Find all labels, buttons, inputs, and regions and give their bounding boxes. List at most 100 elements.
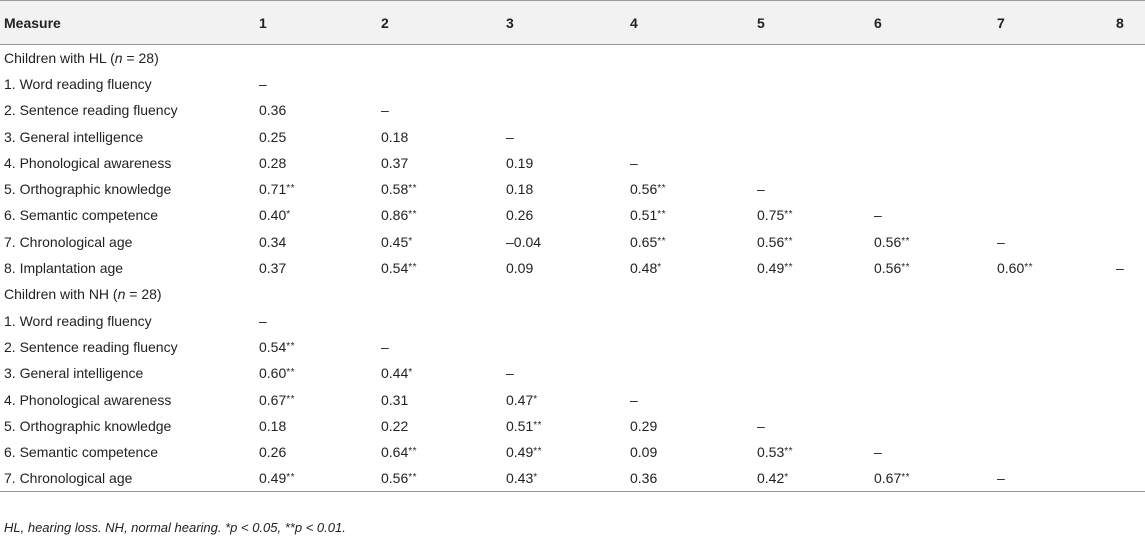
table-cell <box>630 71 757 97</box>
table-cell <box>1116 307 1145 333</box>
table-cell: 0.18 <box>506 181 534 198</box>
table-cell <box>1116 413 1145 439</box>
table-cell <box>874 334 997 360</box>
header-measure: Measure <box>0 0 259 45</box>
table-cell: 0.37 <box>381 154 409 171</box>
table-cell <box>757 123 874 149</box>
table-cell: 0.65** <box>630 233 667 250</box>
table-cell: – <box>630 154 638 171</box>
row-label: 4. Phonological awareness <box>4 154 172 171</box>
table-cell: 0.36 <box>259 102 287 119</box>
table-cell <box>630 360 757 386</box>
header-row: Measure 1 2 3 4 5 6 7 8 <box>0 0 1145 45</box>
table-cell: 0.49** <box>259 465 381 493</box>
table-cell <box>630 307 757 333</box>
row-label: 8. Implantation age <box>4 260 124 277</box>
table-row: Children with HL (n = 28) <box>0 45 1145 71</box>
table-cell <box>997 123 1116 149</box>
table-cell <box>381 307 506 333</box>
table-cell <box>757 45 874 71</box>
table-cell <box>997 334 1116 360</box>
table-cell <box>506 281 630 307</box>
table-cell: 0.34 <box>259 233 287 250</box>
table-cell <box>874 281 997 307</box>
table-row: 2. Sentence reading fluency 0.36 – <box>0 97 1145 123</box>
table-footnote: HL, hearing loss. NH, normal hearing. *p… <box>4 520 346 535</box>
table-cell: – <box>506 365 514 382</box>
row-label: 7. Chronological age <box>0 465 259 493</box>
table-cell <box>874 150 997 176</box>
table-row: 1. Word reading fluency – <box>0 307 1145 333</box>
header-col-2: 2 <box>381 0 506 45</box>
table-cell <box>997 386 1116 412</box>
table-cell: 0.26 <box>259 444 287 461</box>
table-cell <box>757 97 874 123</box>
table-cell: – <box>997 233 1005 250</box>
table-cell <box>757 307 874 333</box>
table-cell <box>1116 439 1145 465</box>
table-cell <box>997 307 1116 333</box>
table-cell <box>506 334 630 360</box>
table-cell <box>1116 71 1145 97</box>
table-cell: 0.58** <box>381 181 418 198</box>
table-cell <box>997 71 1116 97</box>
table-cell <box>874 45 997 71</box>
table-cell <box>506 307 630 333</box>
table-cell: –0.04 <box>506 233 542 250</box>
table-cell <box>757 334 874 360</box>
table-cell: – <box>259 75 267 92</box>
table-cell <box>1116 123 1145 149</box>
header-col-6: 6 <box>874 0 997 45</box>
table-cell: 0.26 <box>506 207 534 224</box>
table-cell <box>630 334 757 360</box>
table-cell <box>1116 465 1145 493</box>
table-cell <box>259 281 381 307</box>
table-cell <box>997 439 1116 465</box>
table-cell: 0.67** <box>874 465 997 493</box>
table-cell <box>997 176 1116 202</box>
table-cell <box>757 281 874 307</box>
table-cell <box>1116 360 1145 386</box>
table-cell: 0.43* <box>506 465 630 493</box>
table-cell: 0.31 <box>381 391 409 408</box>
table-cell: 0.47* <box>506 391 538 408</box>
row-label: 1. Word reading fluency <box>4 312 152 329</box>
correlation-table: Measure 1 2 3 4 5 6 7 8 Children with HL (n = 28… <box>0 0 1145 493</box>
table-cell: 0.56** <box>630 181 667 198</box>
table-cell <box>874 71 997 97</box>
table-cell: 0.22 <box>381 417 409 434</box>
table-cell <box>997 360 1116 386</box>
table-row: 6. Semantic competence 0.40* 0.86** 0.26 0.5… <box>0 202 1145 228</box>
table-cell <box>874 413 997 439</box>
table-cell: 0.18 <box>259 417 287 434</box>
table-cell: 0.40* <box>259 207 291 224</box>
table-row: 3. General intelligence 0.25 0.18 – <box>0 123 1145 149</box>
table-cell: 0.71** <box>259 181 296 198</box>
table-row: Children with NH (n = 28) <box>0 281 1145 307</box>
table-cell <box>506 71 630 97</box>
table-cell: 0.25 <box>259 128 287 145</box>
table-cell: – <box>757 417 765 434</box>
table-cell <box>1116 229 1145 255</box>
header-col-1: 1 <box>259 0 381 45</box>
header-col-3: 3 <box>506 0 630 45</box>
table-cell <box>1116 176 1145 202</box>
table-cell <box>630 45 757 71</box>
table-cell: 0.19 <box>506 154 534 171</box>
table-cell: 0.42* <box>757 465 874 493</box>
row-label: 4. Phonological awareness <box>4 391 172 408</box>
table-cell: 0.75** <box>757 207 794 224</box>
header-col-8: 8 <box>1116 0 1145 45</box>
table-row: 1. Word reading fluency – <box>0 71 1145 97</box>
table-row: 2. Sentence reading fluency 0.54** – <box>0 334 1145 360</box>
table-cell: 0.45* <box>381 233 413 250</box>
table-cell: 0.67** <box>259 391 296 408</box>
table-cell: 0.51** <box>630 207 667 224</box>
table-cell: 0.28 <box>259 154 287 171</box>
table-cell: 0.18 <box>381 128 409 145</box>
table-cell: 0.51** <box>506 417 543 434</box>
table-row: 8. Implantation age 0.37 0.54** 0.09 0.48* 0.… <box>0 255 1145 281</box>
table-cell: 0.60** <box>997 260 1034 277</box>
table-cell: – <box>630 391 638 408</box>
